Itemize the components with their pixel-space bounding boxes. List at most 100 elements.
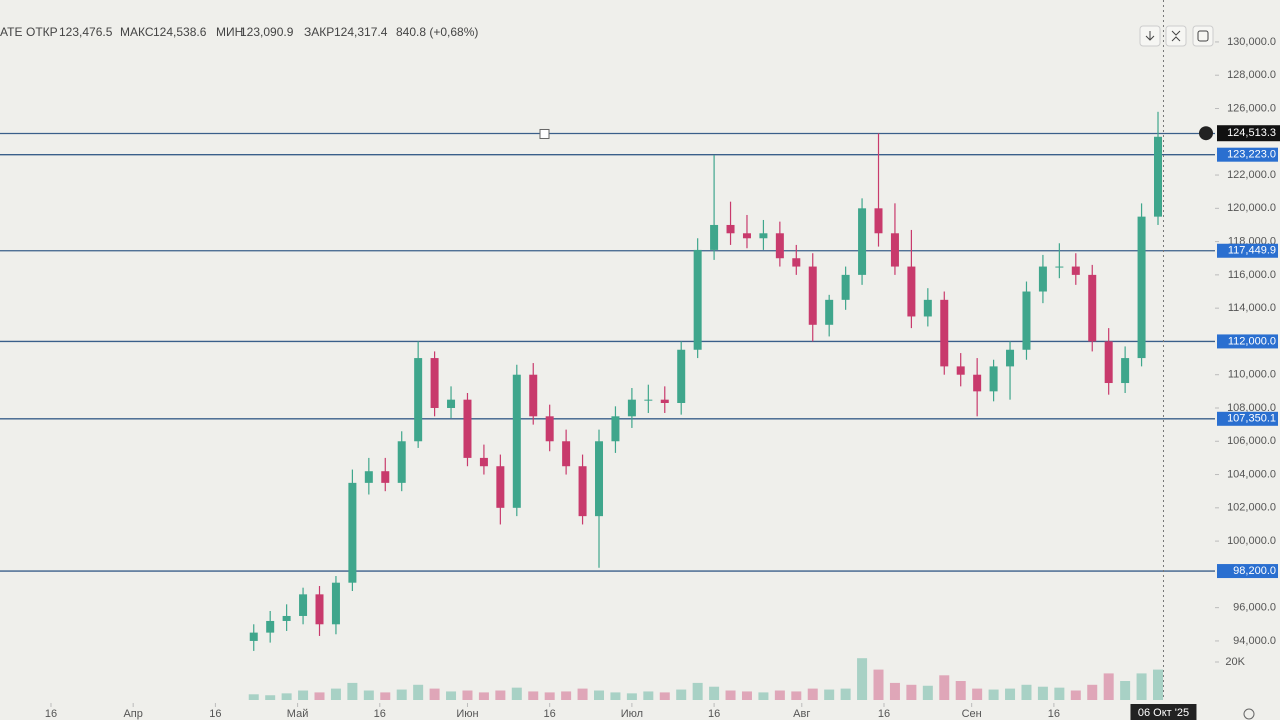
candle-body [644,399,653,401]
y-tick-label: 120,000.0 [1227,202,1276,214]
candle-body [611,416,620,442]
volume-bar [1136,673,1147,700]
candle-body [1071,266,1080,275]
level-label-box [1217,334,1278,349]
volume-bar [741,691,752,700]
y-tick-label: 96,000.0 [1233,602,1276,614]
candle-body [825,299,834,325]
x-tick-label: 16 [1048,708,1060,720]
y-tick-label: 130,000.0 [1227,36,1276,48]
high-value: 124,538.6 [153,25,207,39]
candle-body [907,266,916,317]
icon [1197,30,1209,42]
crosshair-add-button [1199,126,1213,141]
volume-bar [791,691,802,700]
volume-bar [347,682,358,700]
volume-bar [330,688,341,700]
candle-body [364,471,373,483]
candle-body [447,399,456,408]
candle-body [512,374,521,508]
x-tick-label: 16 [45,708,57,720]
symbol: ATE [0,25,22,39]
volume-tick-label: 20K [1225,656,1245,668]
volume-bar [577,688,588,700]
collapse-button[interactable] [1165,25,1187,47]
close-value: 124,317.4 [334,25,388,39]
y-tick-label: 100,000.0 [1227,535,1276,547]
candle-body [463,399,472,458]
candle-body [726,224,735,234]
x-tick-label: Май [287,708,309,720]
volume-bar [906,684,917,700]
candle-body [315,594,324,625]
y-tick-label: 104,000.0 [1227,468,1276,480]
volume-bar [413,684,424,700]
volume-bar [380,692,391,700]
level-label: 98,200.0 [1233,565,1276,577]
y-tick-label: 122,000.0 [1227,169,1276,181]
candle-body [578,466,587,517]
candle-body [759,233,768,239]
candle-body [1006,349,1015,367]
y-tick-label: 126,000.0 [1227,102,1276,114]
toolbar [1139,25,1255,720]
volume-bar [922,685,933,700]
candle-body [1121,358,1130,384]
candle-body [1137,216,1146,359]
candle-body [841,274,850,300]
level-label-box [1217,243,1278,258]
candle-body [529,374,538,417]
candle-body [249,632,258,641]
volume-bar [610,692,621,700]
candle-body [858,208,867,275]
cursor-price-box [1217,125,1280,142]
candle-body [348,482,357,583]
y-tick-label: 102,000.0 [1227,502,1276,514]
volume-bar [511,687,522,700]
x-tick-label: 16 [374,708,386,720]
open-value: 123,476.5 [59,25,113,39]
y-tick-label: 116,000.0 [1228,269,1276,281]
reset-button[interactable] [1192,25,1214,47]
x-tick-label: 16 [544,708,556,720]
volume-bar [758,692,769,700]
volume-bar [955,681,966,700]
y-tick-label: 128,000.0 [1227,69,1276,81]
volume-bar [1153,669,1164,700]
volume-bar [544,692,555,700]
volume-bar [248,694,259,700]
volume-bar [626,693,637,700]
volume-bar [676,689,687,700]
level-label-box [1217,411,1278,426]
volume-bar [709,686,720,700]
candle-body [742,233,751,239]
open-label: ОТКР [26,25,58,39]
volume-bar [281,693,292,700]
x-tick-label: Июн [456,708,478,720]
volume-bar [840,688,851,700]
volume-bar [594,690,605,700]
candle-body [430,358,439,408]
cursor-date-label: 06 Окт '25 [1138,707,1189,719]
settings-button[interactable] [1243,708,1255,720]
candle-body [874,208,883,234]
volume-bar [807,688,818,700]
candle-body [693,249,702,350]
candle-body [923,299,932,317]
cursor-price-label: 124,513.3 [1227,127,1276,139]
candle-body [595,441,604,517]
y-tick-label: 108,000.0 [1227,402,1276,414]
candle-body [397,441,406,483]
candle-body [627,399,636,417]
candle-body [381,471,390,483]
volume-bar [429,688,440,700]
volume-bar [1070,690,1081,700]
x-tick-label: 16 [209,708,221,720]
candle-body [1104,341,1113,384]
volume-bar [446,691,457,700]
volume-bar [495,690,506,700]
volume-bar [561,691,572,700]
